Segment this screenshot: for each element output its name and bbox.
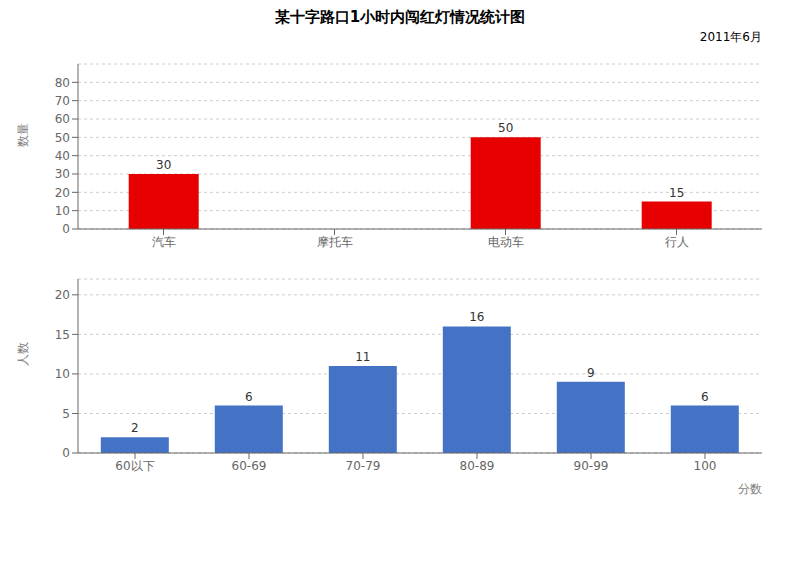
svg-text:摩托车: 摩托车 [317,235,353,249]
svg-text:分数: 分数 [738,482,762,496]
svg-text:70-79: 70-79 [346,459,381,473]
svg-text:60: 60 [55,112,70,126]
svg-text:11: 11 [355,350,370,364]
svg-text:20: 20 [55,288,70,302]
svg-text:5: 5 [62,407,70,421]
svg-text:30: 30 [156,158,171,172]
svg-text:90-99: 90-99 [574,459,609,473]
svg-text:16: 16 [469,310,484,324]
svg-text:汽车: 汽车 [152,235,176,249]
svg-text:9: 9 [587,366,595,380]
svg-text:60以下: 60以下 [115,459,154,473]
svg-text:行人: 行人 [665,235,689,249]
svg-text:100: 100 [694,459,717,473]
svg-text:0: 0 [62,446,70,460]
svg-text:40: 40 [55,149,70,163]
svg-text:10: 10 [55,204,70,218]
svg-text:30: 30 [55,167,70,181]
svg-text:0: 0 [62,222,70,236]
svg-text:15: 15 [55,328,70,342]
html-text:某十字路口1小时内闯红灯情况统计图: 某十字路口1小时内闯红灯情况统计图 [274,8,526,26]
svg-text:6: 6 [245,390,253,404]
svg-text:6: 6 [701,390,709,404]
svg-text:数量: 数量 [16,123,30,147]
svg-text:15: 15 [669,186,684,200]
svg-text:80-89: 80-89 [460,459,495,473]
svg-text:2: 2 [131,421,139,435]
svg-text:70: 70 [55,94,70,108]
svg-text:电动车: 电动车 [488,235,524,249]
svg-text:10: 10 [55,367,70,381]
svg-text:50: 50 [498,121,513,135]
svg-text:20: 20 [55,186,70,200]
svg-text:人数: 人数 [16,342,30,366]
svg-text:80: 80 [55,76,70,90]
svg-text:50: 50 [55,131,70,145]
html-text:2011年6月: 2011年6月 [699,30,762,44]
svg-text:60-69: 60-69 [232,459,267,473]
